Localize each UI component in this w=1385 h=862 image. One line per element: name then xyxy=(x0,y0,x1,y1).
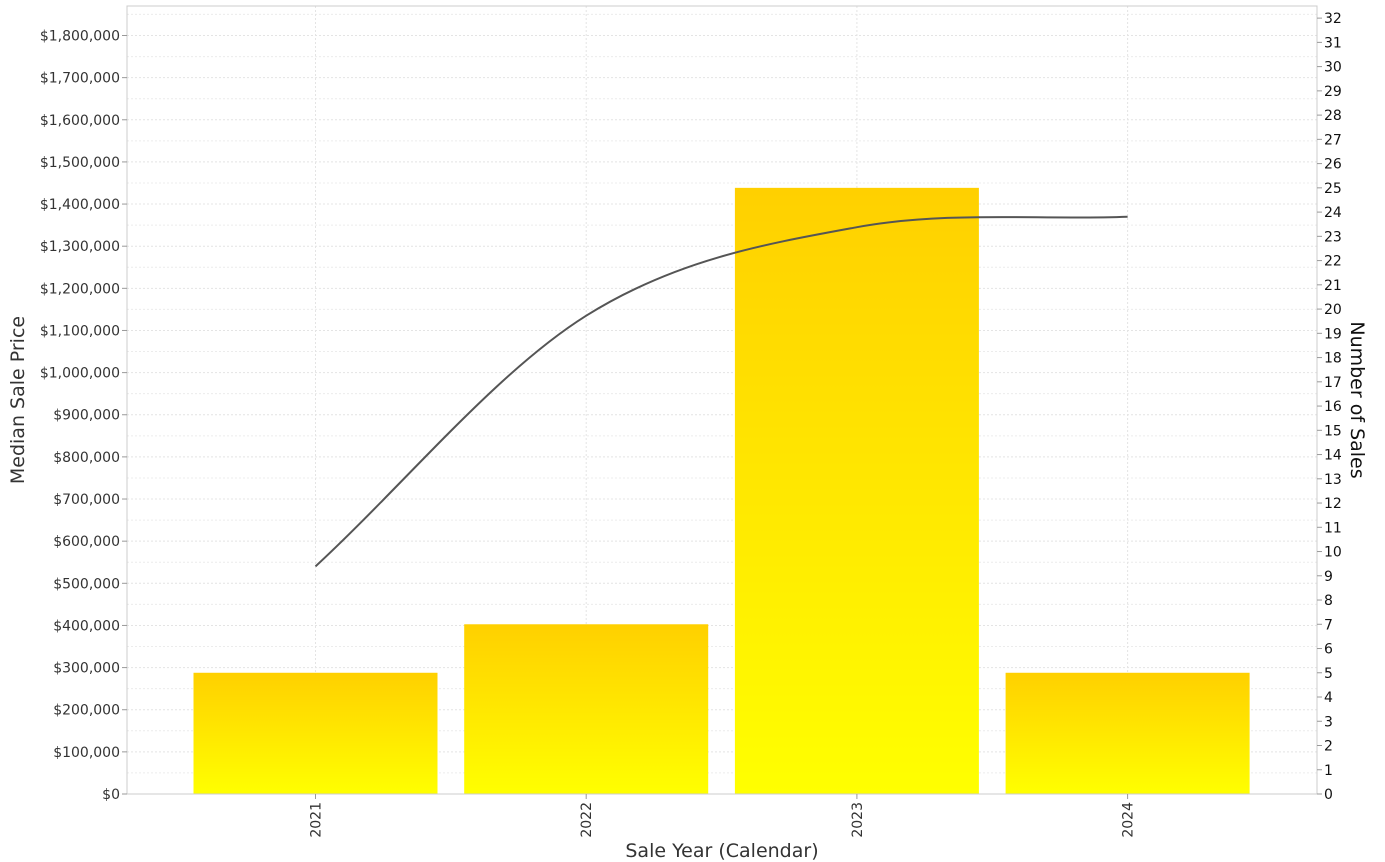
right-tick-label: 2 xyxy=(1324,739,1333,755)
right-tick-label: 20 xyxy=(1324,302,1342,318)
x-tick-label: 2022 xyxy=(579,802,595,838)
right-tick-label: 4 xyxy=(1324,690,1333,706)
right-tick-label: 5 xyxy=(1324,666,1333,682)
left-tick-label: $400,000 xyxy=(53,618,120,634)
left-tick-label: $1,000,000 xyxy=(40,366,120,382)
x-axis-title: Sale Year (Calendar) xyxy=(625,840,818,862)
right-tick-label: 14 xyxy=(1324,448,1342,464)
plot-frame xyxy=(126,5,1318,795)
bar-2021 xyxy=(193,672,438,794)
left-tick-label: $100,000 xyxy=(53,745,120,761)
right-y-axis: 0123456789101112131415161718192021222324… xyxy=(1317,11,1342,803)
left-tick-label: $1,400,000 xyxy=(40,197,120,213)
plot-background xyxy=(127,6,1317,794)
right-tick-label: 26 xyxy=(1324,157,1342,173)
y-axis-title: Median Sale Price xyxy=(7,316,29,484)
right-tick-label: 10 xyxy=(1324,545,1342,561)
y2-axis-title: Number of Sales xyxy=(1346,321,1368,478)
right-tick-label: 25 xyxy=(1324,181,1342,197)
right-tick-label: 1 xyxy=(1324,763,1333,779)
left-tick-label: $1,800,000 xyxy=(40,28,120,44)
right-tick-label: 17 xyxy=(1324,375,1342,391)
right-tick-label: 13 xyxy=(1324,472,1342,488)
right-tick-label: 18 xyxy=(1324,351,1342,367)
right-tick-label: 9 xyxy=(1324,569,1333,585)
left-tick-label: $800,000 xyxy=(53,450,120,466)
bar-2022 xyxy=(464,624,709,794)
right-tick-label: 24 xyxy=(1324,205,1342,221)
right-tick-label: 30 xyxy=(1324,60,1342,76)
left-tick-label: $1,700,000 xyxy=(40,71,120,87)
left-tick-label: $700,000 xyxy=(53,492,120,508)
left-tick-label: $600,000 xyxy=(53,534,120,550)
right-tick-label: 3 xyxy=(1324,714,1333,730)
right-tick-label: 8 xyxy=(1324,593,1333,609)
left-tick-label: $1,600,000 xyxy=(40,113,120,129)
right-tick-label: 11 xyxy=(1324,520,1342,536)
left-tick-label: $1,500,000 xyxy=(40,155,120,171)
x-tick-label: 2023 xyxy=(850,802,866,838)
right-tick-label: 27 xyxy=(1324,132,1342,148)
right-tick-label: 15 xyxy=(1324,423,1342,439)
median-price-line xyxy=(314,215,1128,568)
trend-line xyxy=(314,215,1128,568)
right-tick-label: 0 xyxy=(1324,787,1333,803)
x-axis: 2021 2022 2023 2024 xyxy=(309,794,1137,838)
left-tick-label: $200,000 xyxy=(53,703,120,719)
left-tick-label: $1,100,000 xyxy=(40,323,120,339)
right-tick-label: 7 xyxy=(1324,617,1333,633)
right-tick-label: 22 xyxy=(1324,254,1342,270)
right-tick-label: 31 xyxy=(1324,35,1342,51)
right-tick-label: 19 xyxy=(1324,326,1342,342)
right-tick-label: 28 xyxy=(1324,108,1342,124)
right-tick-label: 32 xyxy=(1324,11,1342,27)
bar-2023 xyxy=(734,187,979,794)
right-tick-label: 12 xyxy=(1324,496,1342,512)
left-tick-label: $500,000 xyxy=(53,576,120,592)
x-tick-label: 2021 xyxy=(309,802,325,838)
left-y-axis: $0 $100,000 $200,000 $300,000 $400,000 $500,0… xyxy=(40,28,127,803)
right-tick-label: 23 xyxy=(1324,229,1342,245)
left-tick-label: $0 xyxy=(102,787,120,803)
left-tick-label: $300,000 xyxy=(53,661,120,677)
bars xyxy=(193,187,1250,794)
right-tick-label: 29 xyxy=(1324,84,1342,100)
right-tick-label: 6 xyxy=(1324,642,1333,658)
right-tick-label: 21 xyxy=(1324,278,1342,294)
x-tick-label: 2024 xyxy=(1121,802,1137,838)
left-tick-label: $900,000 xyxy=(53,408,120,424)
bar-2024 xyxy=(1005,672,1250,794)
right-tick-label: 16 xyxy=(1324,399,1342,415)
left-tick-label: $1,300,000 xyxy=(40,239,120,255)
left-tick-label: $1,200,000 xyxy=(40,281,120,297)
